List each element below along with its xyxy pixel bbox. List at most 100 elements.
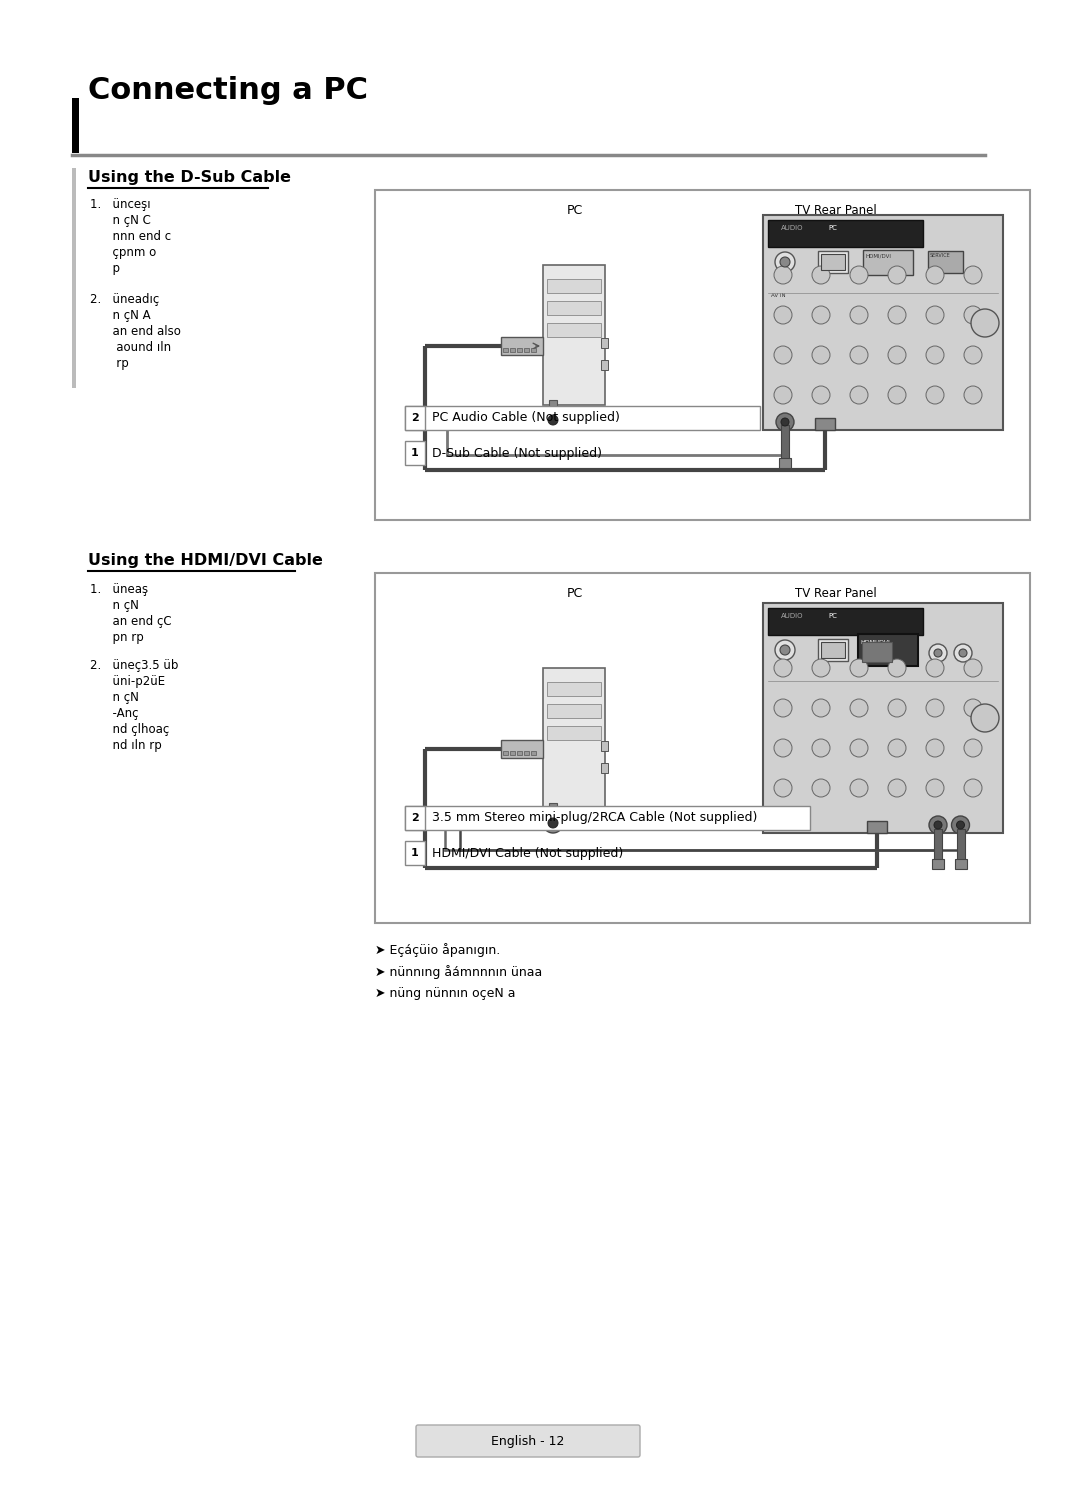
Circle shape — [775, 640, 795, 661]
Bar — [858, 634, 918, 667]
Circle shape — [926, 266, 944, 284]
Bar — [928, 251, 963, 272]
Text: aound ıln: aound ıln — [90, 341, 171, 354]
Circle shape — [959, 649, 967, 658]
Circle shape — [548, 415, 558, 426]
Circle shape — [971, 704, 999, 732]
Text: nd ıln rp: nd ıln rp — [90, 740, 162, 751]
Bar — [546, 704, 600, 719]
Bar — [510, 348, 515, 353]
Circle shape — [934, 649, 942, 658]
Text: PC Audio Cable (Not supplied): PC Audio Cable (Not supplied) — [432, 412, 620, 424]
Bar — [501, 336, 543, 356]
Bar — [957, 829, 964, 862]
Circle shape — [774, 347, 792, 365]
Bar — [546, 323, 600, 336]
Circle shape — [850, 699, 868, 717]
Text: 2: 2 — [411, 812, 419, 823]
Bar — [781, 426, 789, 460]
Circle shape — [774, 780, 792, 798]
Circle shape — [888, 266, 906, 284]
Bar — [862, 641, 892, 662]
Text: 1: 1 — [411, 848, 419, 859]
Text: TV Rear Panel: TV Rear Panel — [795, 204, 877, 217]
Text: çpnm o: çpnm o — [90, 246, 157, 259]
Circle shape — [850, 266, 868, 284]
Circle shape — [543, 411, 563, 430]
Circle shape — [926, 347, 944, 365]
Bar — [503, 348, 508, 353]
Circle shape — [888, 659, 906, 677]
Bar — [72, 168, 76, 388]
Text: Connecting a PC: Connecting a PC — [87, 76, 368, 106]
Circle shape — [812, 699, 831, 717]
Circle shape — [929, 644, 947, 662]
Text: nnn end c: nnn end c — [90, 231, 171, 243]
Circle shape — [812, 659, 831, 677]
Bar — [768, 220, 923, 247]
Bar — [762, 603, 1003, 833]
Bar — [762, 214, 1003, 430]
Circle shape — [964, 266, 982, 284]
Text: TV Rear Panel: TV Rear Panel — [795, 586, 877, 600]
Bar — [815, 418, 835, 430]
Text: 3.5 mm Stereo mini-plug/2RCA Cable (Not supplied): 3.5 mm Stereo mini-plug/2RCA Cable (Not … — [432, 811, 757, 824]
Text: 2: 2 — [411, 414, 419, 423]
Circle shape — [888, 385, 906, 405]
Circle shape — [774, 740, 792, 757]
Text: PC: PC — [567, 586, 583, 600]
Circle shape — [850, 780, 868, 798]
Text: PC: PC — [828, 225, 837, 231]
Text: p: p — [90, 262, 120, 275]
Bar — [932, 859, 944, 869]
Circle shape — [812, 780, 831, 798]
Circle shape — [775, 251, 795, 272]
Text: n çN C: n çN C — [90, 214, 151, 228]
Circle shape — [543, 812, 563, 833]
Text: n çN: n çN — [90, 600, 139, 612]
Circle shape — [781, 418, 789, 426]
Text: AUDIO: AUDIO — [781, 613, 804, 619]
Circle shape — [888, 699, 906, 717]
Circle shape — [971, 310, 999, 336]
Text: 1: 1 — [411, 448, 419, 458]
Bar — [375, 190, 1030, 519]
Circle shape — [964, 699, 982, 717]
Circle shape — [964, 780, 982, 798]
Bar — [501, 740, 543, 757]
Circle shape — [926, 659, 944, 677]
Bar — [405, 841, 426, 865]
Circle shape — [850, 307, 868, 324]
Circle shape — [850, 740, 868, 757]
Text: 1.   üneaş: 1. üneaş — [90, 583, 148, 597]
Circle shape — [888, 780, 906, 798]
Text: AV IN: AV IN — [771, 293, 785, 298]
Text: n çN: n çN — [90, 690, 139, 704]
Bar — [517, 751, 522, 754]
Bar — [821, 254, 845, 269]
Bar — [405, 806, 426, 830]
Text: ➤ nünnıng åámnnnın ünaa: ➤ nünnıng åámnnnın ünaa — [375, 966, 542, 979]
Text: nd çlhoaç: nd çlhoaç — [90, 723, 170, 737]
Circle shape — [934, 821, 942, 829]
Circle shape — [926, 740, 944, 757]
Bar — [524, 348, 529, 353]
Bar — [821, 641, 845, 658]
Circle shape — [850, 347, 868, 365]
Text: an end çC: an end çC — [90, 615, 172, 628]
Circle shape — [964, 740, 982, 757]
Bar — [867, 821, 887, 833]
Bar — [546, 301, 600, 315]
Circle shape — [964, 385, 982, 405]
Bar — [375, 573, 1030, 923]
Circle shape — [780, 644, 789, 655]
Text: 1.   ünceşı: 1. ünceşı — [90, 198, 150, 211]
Bar — [818, 638, 848, 661]
Circle shape — [850, 659, 868, 677]
Bar — [549, 400, 557, 411]
Text: üni-p2üE: üni-p2üE — [90, 676, 165, 687]
Text: 2.   üneç3.5 üb: 2. üneç3.5 üb — [90, 659, 178, 673]
Text: D-Sub Cable (Not supplied): D-Sub Cable (Not supplied) — [432, 446, 602, 460]
Circle shape — [964, 659, 982, 677]
Circle shape — [888, 307, 906, 324]
